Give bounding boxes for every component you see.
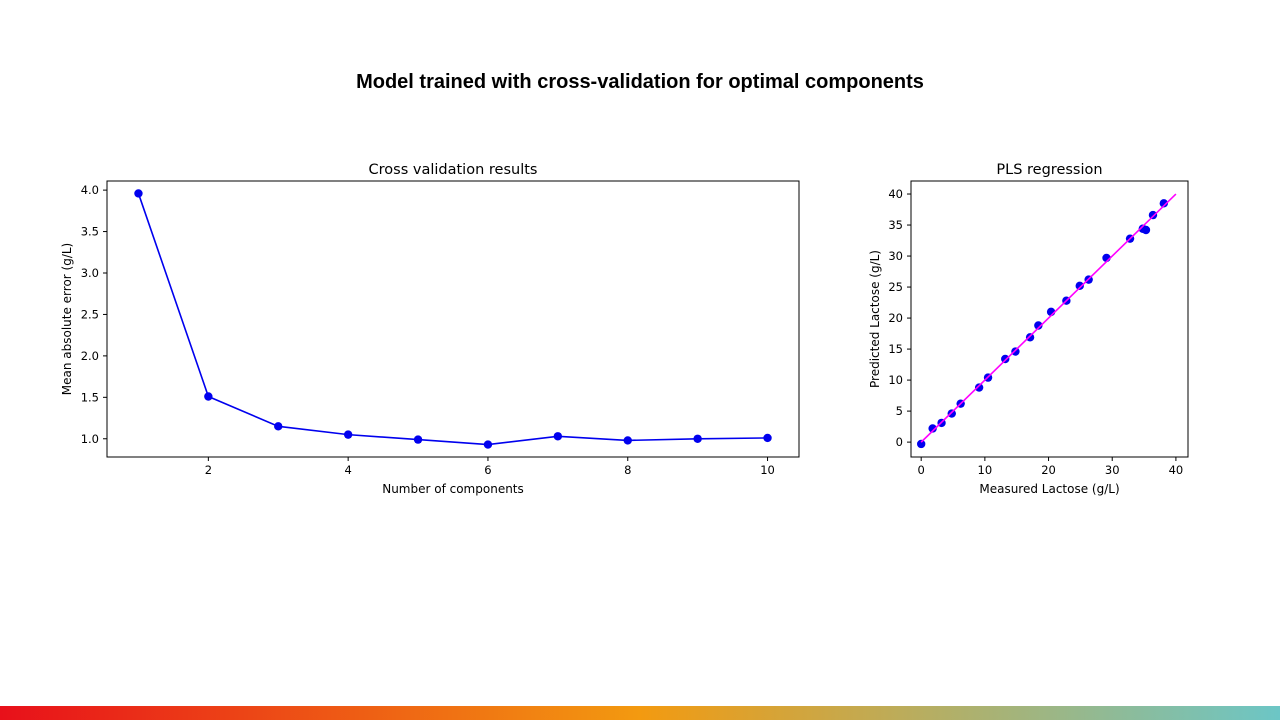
cv-y-tick-label: 2.5 <box>81 307 99 321</box>
cv-x-tick-label: 6 <box>484 463 491 477</box>
pls-y-tick-label: 10 <box>888 373 903 387</box>
cv-y-axis-label: Mean absolute error (g/L) <box>60 243 74 396</box>
cv-data-point <box>204 392 213 401</box>
pls-y-tick-label: 20 <box>888 311 903 325</box>
footer-gradient-bar <box>0 706 1280 720</box>
cv-y-tick-label: 3.5 <box>81 225 99 239</box>
cv-y-tick-label: 2.0 <box>81 349 99 363</box>
pls-y-tick-label: 0 <box>896 435 903 449</box>
pls-data-point <box>1011 347 1020 356</box>
pls-y-tick-label: 15 <box>888 342 903 356</box>
cv-data-point <box>413 435 423 444</box>
pls-x-tick-label: 0 <box>918 463 925 477</box>
pls-x-tick-label: 30 <box>1105 463 1120 477</box>
pls-data-point <box>1141 225 1151 235</box>
pls-y-tick-label: 35 <box>888 218 903 232</box>
pls-data-point <box>1001 354 1010 364</box>
pls-y-axis-label: Predicted Lactose (g/L) <box>868 250 882 388</box>
cv-data-point <box>274 422 283 431</box>
pls-data-point <box>947 409 956 418</box>
cv-x-axis-label: Number of components <box>382 482 524 496</box>
pls-y-tick-label: 25 <box>888 280 903 294</box>
pls-data-point <box>974 383 984 392</box>
cv-data-point <box>134 189 143 198</box>
cv-data-point <box>343 430 353 439</box>
cv-axes-frame <box>106 180 800 458</box>
slide-title: Model trained with cross-validation for … <box>356 71 924 93</box>
cv-x-tick-label: 10 <box>760 463 775 477</box>
cv-data-point <box>623 436 632 445</box>
cv-x-tick-label: 2 <box>205 463 212 477</box>
pls-data-point <box>1034 321 1043 330</box>
cv-y-tick-label: 4.0 <box>81 183 99 197</box>
pls-data-point <box>916 439 926 449</box>
pls-data-point <box>1159 199 1169 208</box>
pls-data-point <box>1148 210 1158 220</box>
pls-x-tick-label: 20 <box>1041 463 1056 477</box>
pls-x-tick-label: 40 <box>1169 463 1184 477</box>
cv-data-point <box>763 433 772 443</box>
cv-y-tick-label: 1.5 <box>81 390 99 404</box>
cv-x-tick-label: 8 <box>624 463 631 477</box>
pls-y-tick-label: 40 <box>888 187 903 201</box>
pls-data-point <box>1075 281 1084 291</box>
cv-data-point <box>553 432 563 441</box>
pls-axes-frame <box>910 180 1189 458</box>
pls-y-tick-label: 30 <box>888 249 903 263</box>
cv-data-point <box>483 440 493 449</box>
pls-y-tick-label: 5 <box>896 404 903 418</box>
pls-data-point <box>928 424 937 433</box>
pls-fit-line <box>920 193 1177 443</box>
cv-x-tick-label: 4 <box>344 463 351 477</box>
pls-x-axis-label: Measured Lactose (g/L) <box>979 482 1119 496</box>
cv-y-tick-label: 1.0 <box>81 432 99 446</box>
pls-chart-title: PLS regression <box>996 162 1102 178</box>
cv-data-point <box>693 434 702 443</box>
cv-series-line <box>137 193 768 446</box>
pls-data-point <box>1025 333 1035 342</box>
cv-y-tick-label: 3.0 <box>81 266 99 280</box>
pls-x-tick-label: 10 <box>978 463 993 477</box>
cv-chart-title: Cross validation results <box>369 162 538 178</box>
